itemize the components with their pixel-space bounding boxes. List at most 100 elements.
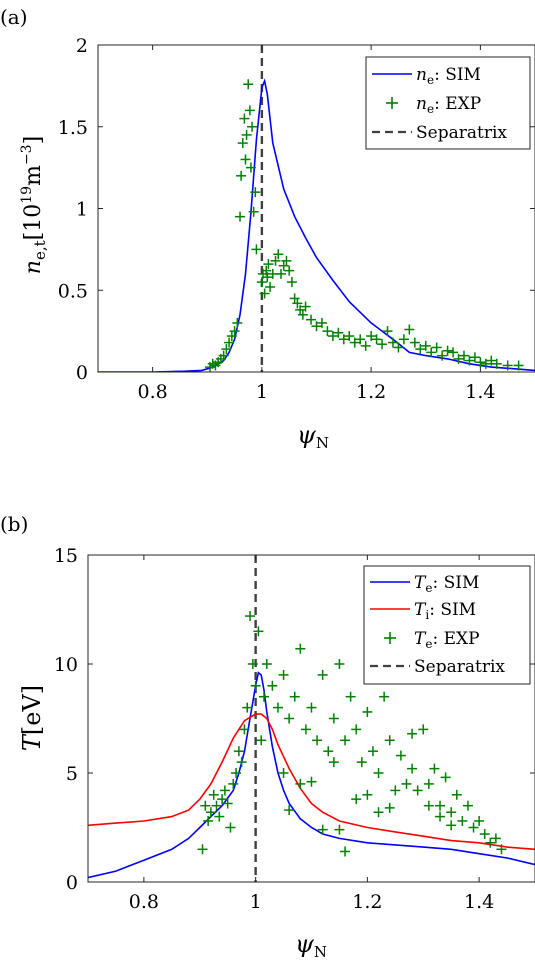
data-point-ne-exp-a: [349, 337, 360, 348]
panel-b-ylabel: T[eV]: [18, 685, 46, 751]
data-point-ne-exp-a: [333, 327, 344, 338]
data-point-ne-exp-a: [250, 187, 261, 198]
data-point-ne-exp-a: [426, 347, 437, 358]
data-point-te-exp-b: [239, 724, 250, 735]
data-point-te-exp-b: [345, 691, 356, 702]
data-point-te-exp-b: [250, 680, 261, 691]
data-point-te-exp-b: [261, 659, 272, 669]
data-point-ne-exp-a: [513, 360, 524, 371]
data-point-te-exp-b: [435, 811, 446, 822]
data-point-ne-exp-a: [360, 340, 371, 351]
legend-swatch-te-exp: [384, 632, 396, 644]
x-tick-label-a: 1.4: [465, 381, 495, 403]
panel-a-label: (a): [0, 5, 28, 29]
legend-swatch-ne-exp: [386, 97, 398, 109]
data-point-te-exp-b: [334, 659, 345, 669]
data-point-te-exp-b: [362, 706, 373, 717]
data-point-ne-exp-a: [393, 342, 404, 353]
data-point-te-exp-b: [295, 778, 306, 789]
data-point-te-exp-b: [340, 846, 351, 857]
data-point-te-exp-b: [340, 735, 351, 746]
data-point-te-exp-b: [217, 794, 228, 805]
legend-label-separatrix-b: Separatrix: [414, 657, 505, 677]
data-point-te-exp-b: [203, 815, 214, 826]
data-point-ne-exp-a: [338, 334, 349, 345]
data-point-ne-exp-a: [316, 317, 327, 328]
svg-text:T[eV]: T[eV]: [18, 685, 46, 751]
data-point-te-exp-b: [289, 691, 300, 702]
data-point-te-exp-b: [256, 735, 267, 746]
series-line-te-sim-b: [88, 671, 535, 879]
panel-b-label: (b): [0, 512, 28, 536]
data-point-te-exp-b: [423, 778, 434, 789]
series-line-ti-sim-b: [88, 713, 535, 851]
data-point-te-exp-b: [253, 626, 264, 637]
data-point-te-exp-b: [219, 785, 230, 796]
data-point-te-exp-b: [429, 763, 440, 774]
x-tick-label-a: 0.8: [138, 381, 168, 403]
data-point-ne-exp-a: [306, 314, 317, 325]
data-point-te-exp-b: [468, 822, 479, 833]
data-point-ne-exp-a: [311, 321, 322, 332]
data-point-ne-exp-a: [241, 129, 252, 140]
data-point-ne-exp-a: [261, 265, 272, 276]
data-point-te-exp-b: [225, 822, 236, 833]
data-point-ne-exp-a: [275, 268, 286, 279]
legend-label-separatrix-a: Separatrix: [416, 123, 507, 143]
legend-label-ne-exp: ne: EXP: [416, 94, 481, 116]
data-point-te-exp-b: [496, 844, 507, 855]
svg-text:ne,t[1019m−3]: ne,t[1019m−3]: [19, 136, 49, 274]
x-tick-label-b: 1.4: [464, 891, 494, 913]
y-tick-label-a: 2: [76, 35, 88, 57]
data-point-ne-exp-a: [322, 326, 333, 337]
data-point-te-exp-b: [479, 829, 490, 840]
data-point-ne-exp-a: [289, 293, 300, 304]
legend-label-ne-sim: ne: SIM: [416, 65, 481, 87]
data-point-te-exp-b: [208, 789, 219, 800]
data-point-te-exp-b: [236, 757, 247, 768]
panel-a-legend: ne: SIM ne: EXP Separatrix: [365, 56, 531, 150]
data-point-te-exp-b: [222, 798, 233, 809]
data-point-te-exp-b: [245, 611, 256, 622]
data-point-ne-exp-a: [453, 353, 464, 364]
data-point-ne-exp-a: [387, 337, 398, 348]
data-point-ne-exp-a: [458, 350, 469, 361]
data-point-te-exp-b: [384, 802, 395, 813]
panel-b-plot-area: [88, 555, 535, 882]
panel-a-plot-area: [98, 45, 535, 372]
y-tick-label-a: 0: [76, 362, 88, 384]
data-point-ne-exp-a: [239, 113, 250, 124]
panel-a-ticks: 0.8 1 1.2 1.4 0 0.5 1 1.5 2: [58, 35, 535, 403]
data-point-te-exp-b: [457, 815, 468, 826]
data-point-ne-exp-a: [355, 334, 366, 345]
data-point-ne-exp-a: [286, 277, 297, 288]
data-point-ne-exp-a: [244, 105, 255, 116]
data-point-ne-exp-a: [486, 355, 497, 366]
y-tick-label-a: 1: [76, 199, 88, 221]
data-point-ne-exp-a: [464, 355, 475, 366]
x-tick-label-b: 1: [250, 891, 262, 913]
data-point-te-exp-b: [306, 776, 317, 787]
data-point-ne-exp-a: [377, 339, 388, 350]
data-point-ne-exp-a: [259, 288, 270, 299]
data-point-te-exp-b: [362, 789, 373, 800]
data-point-ne-exp-a: [431, 342, 442, 353]
panel-a-ylabel: ne,t[1019m−3]: [19, 136, 49, 274]
data-point-ne-exp-a: [251, 244, 262, 255]
data-point-te-exp-b: [367, 746, 378, 757]
data-point-te-exp-b: [197, 844, 208, 855]
data-point-te-exp-b: [328, 757, 339, 768]
data-point-ne-exp-a: [437, 350, 448, 361]
data-point-te-exp-b: [356, 757, 367, 768]
data-point-ne-exp-a: [221, 344, 232, 355]
data-point-ne-exp-a: [262, 272, 273, 283]
data-point-te-exp-b: [423, 800, 434, 811]
x-tick-label-b: 1.2: [352, 891, 382, 913]
data-point-te-exp-b: [485, 837, 496, 848]
data-point-ne-exp-a: [297, 309, 308, 320]
data-point-ne-exp-a: [292, 298, 303, 309]
data-point-te-exp-b: [200, 800, 211, 811]
data-point-ne-exp-a: [229, 326, 240, 337]
y-tick-label-a: 0.5: [58, 280, 88, 302]
chart-panel-a: (a) 0.8 1 1.2 1.4 0 0.5 1 1.5 2 ne,t[1019m−3] ψN…: [0, 5, 535, 452]
